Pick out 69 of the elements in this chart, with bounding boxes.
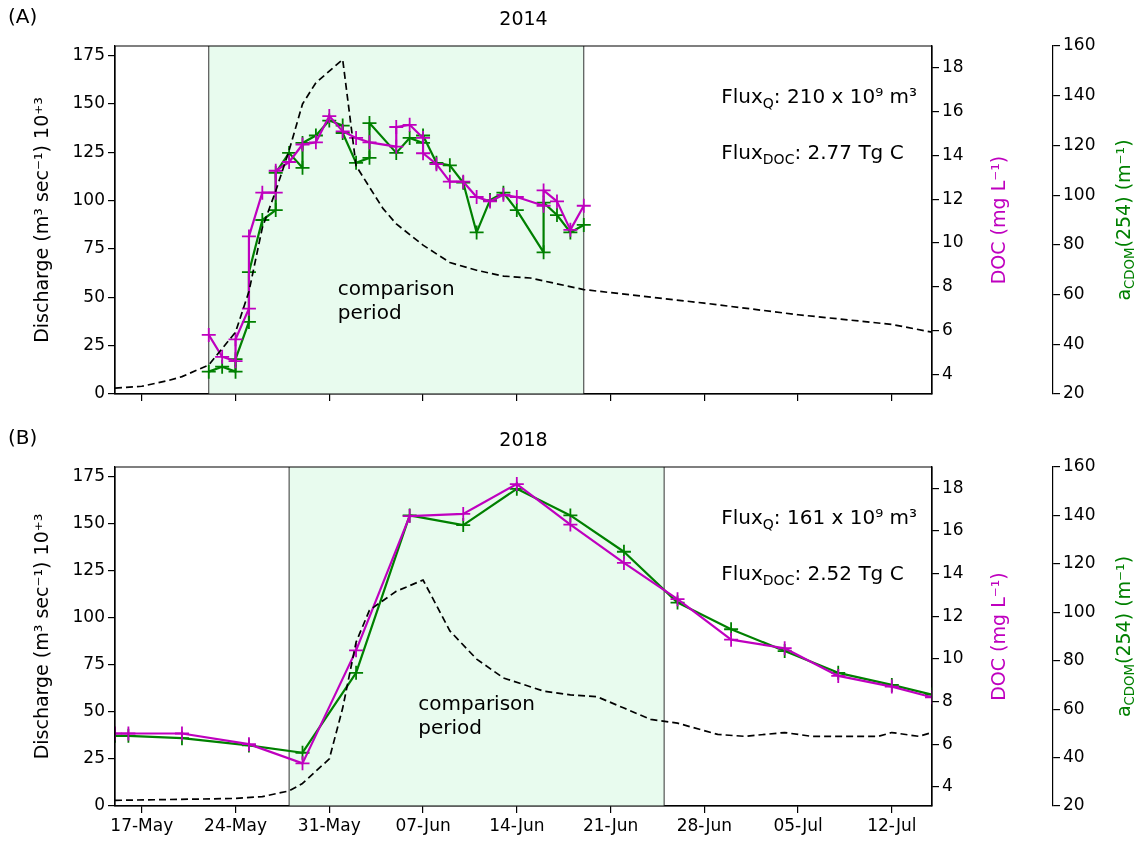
y2-tick-label: 8 bbox=[942, 689, 953, 710]
y2-tick-label: 10 bbox=[942, 647, 964, 668]
x-tick-label: 24-May bbox=[204, 814, 267, 835]
x-tick-label: 28-Jun bbox=[676, 814, 732, 835]
y3-tick-label: 120 bbox=[1063, 552, 1096, 573]
y-tick-label: 25 bbox=[83, 747, 105, 768]
x-tick-label: 31-May bbox=[297, 814, 361, 835]
y2-tick-label: 14 bbox=[942, 143, 964, 164]
y2-tick-label: 4 bbox=[942, 362, 953, 383]
x-tick-label: 07-Jun bbox=[395, 814, 451, 835]
text: (A) bbox=[8, 4, 38, 29]
y3-axis-title: aCDOM(254) (m⁻¹) bbox=[1111, 555, 1138, 718]
y-tick-label: 75 bbox=[83, 653, 105, 674]
y-tick-label: 25 bbox=[83, 334, 105, 355]
y2-tick-label: 12 bbox=[942, 604, 964, 625]
y3-tick-label: 20 bbox=[1063, 382, 1085, 403]
y-tick-label: 125 bbox=[72, 140, 105, 161]
y2-tick-label: 16 bbox=[942, 519, 964, 540]
y3-tick-label: 40 bbox=[1063, 745, 1085, 766]
y-tick-label: 50 bbox=[83, 700, 105, 721]
y2-tick-label: 6 bbox=[942, 318, 953, 339]
y-tick-label: 75 bbox=[83, 237, 105, 258]
x-tick-label: 12-Jul bbox=[867, 814, 917, 835]
band-label: comparison period bbox=[337, 275, 455, 324]
chart-title: 2018 bbox=[499, 427, 548, 450]
y2-tick-label: 16 bbox=[942, 100, 964, 121]
text: (B) bbox=[8, 425, 38, 450]
y3-tick-label: 80 bbox=[1063, 233, 1085, 254]
y-tick-label: 125 bbox=[72, 559, 105, 580]
y2-tick-label: 18 bbox=[942, 476, 964, 497]
y-tick-label: 0 bbox=[94, 794, 105, 815]
y-tick-label: 50 bbox=[83, 285, 105, 306]
y2-tick-label: 4 bbox=[942, 775, 953, 796]
y3-tick-label: 140 bbox=[1063, 84, 1096, 105]
y2-tick-label: 10 bbox=[942, 231, 964, 252]
y-tick-label: 175 bbox=[72, 464, 105, 485]
y3-tick-label: 160 bbox=[1063, 34, 1096, 55]
band-label: comparison period bbox=[418, 690, 536, 739]
y-tick-label: 100 bbox=[72, 606, 105, 627]
y3-tick-label: 60 bbox=[1063, 282, 1085, 303]
y-tick-label: 175 bbox=[72, 44, 105, 65]
chart-title: 2014 bbox=[499, 6, 548, 29]
y2-tick-label: 18 bbox=[942, 56, 964, 77]
x-tick-label: 17-May bbox=[110, 814, 174, 835]
y-tick-label: 100 bbox=[72, 189, 105, 210]
y3-tick-label: 60 bbox=[1063, 697, 1085, 718]
y2-axis-title: DOC (mg L⁻¹) bbox=[986, 572, 1009, 701]
y3-tick-label: 100 bbox=[1063, 183, 1096, 204]
y3-tick-label: 100 bbox=[1063, 600, 1096, 621]
x-tick-label: 21-Jun bbox=[582, 814, 639, 835]
y2-axis-title: DOC (mg L⁻¹) bbox=[986, 155, 1009, 285]
y-axis-title: Discharge (m³ sec⁻¹) 10⁺³ bbox=[29, 513, 52, 760]
y3-tick-label: 160 bbox=[1063, 455, 1096, 476]
y-tick-label: 0 bbox=[94, 382, 105, 403]
x-tick-label: 14-Jun bbox=[489, 814, 545, 835]
y3-axis-title: aCDOM(254) (m⁻¹) bbox=[1111, 139, 1138, 301]
y2-tick-label: 14 bbox=[942, 562, 964, 583]
y3-tick-label: 140 bbox=[1063, 503, 1096, 524]
y-tick-label: 150 bbox=[72, 511, 105, 532]
y3-tick-label: 40 bbox=[1063, 332, 1085, 353]
y2-tick-label: 8 bbox=[942, 275, 953, 296]
y3-tick-label: 120 bbox=[1063, 133, 1096, 154]
y3-tick-label: 80 bbox=[1063, 649, 1085, 670]
y2-tick-label: 6 bbox=[942, 732, 953, 753]
y2-tick-label: 12 bbox=[942, 187, 964, 208]
y3-tick-label: 20 bbox=[1063, 794, 1085, 815]
y-tick-label: 150 bbox=[72, 92, 105, 113]
y-axis-title: Discharge (m³ sec⁻¹) 10⁺³ bbox=[29, 97, 52, 343]
x-tick-label: 05-Jul bbox=[773, 814, 823, 835]
